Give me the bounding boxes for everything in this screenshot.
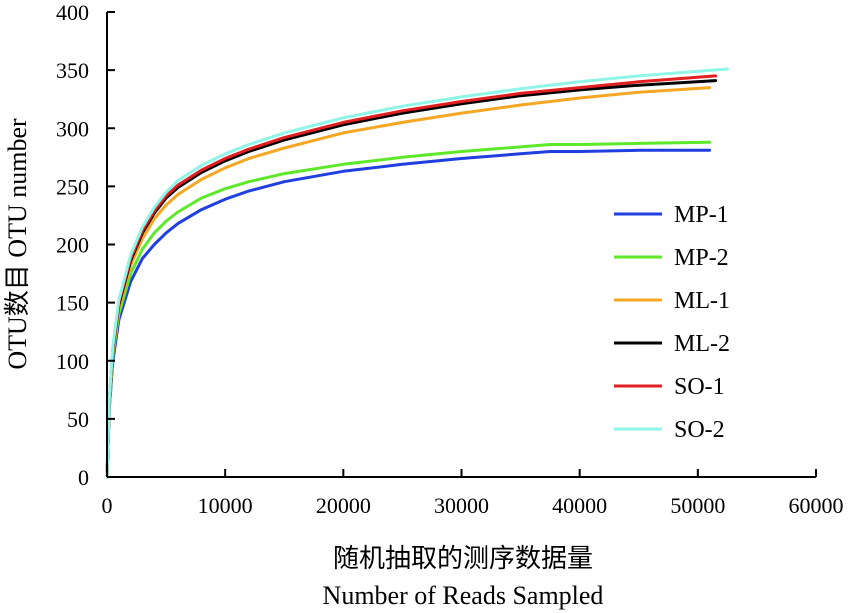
- series-line-so-1: [105, 74, 718, 479]
- x-tick-label: 40000: [552, 493, 607, 518]
- legend-label-mp-2: MP-2: [674, 245, 729, 271]
- y-tick-label: 400: [56, 0, 89, 25]
- legend-label-ml-1: ML-1: [674, 288, 730, 314]
- series-line-ml-1: [105, 86, 712, 479]
- legend-label-so-2: SO-2: [674, 417, 725, 443]
- ticks-layer: 0 50 100 150 200 250 300 350 400 0 10000 20000 30000…: [56, 0, 844, 518]
- y-tick-label: 300: [56, 116, 89, 141]
- x-tick-label: 60000: [789, 493, 844, 518]
- y-tick-label: 150: [56, 291, 89, 316]
- series-line-mp-1: [105, 148, 712, 479]
- y-tick-label: 0: [78, 465, 89, 490]
- y-tick-label: 350: [56, 58, 89, 83]
- y-tick-label: 100: [56, 349, 89, 374]
- legend-label-so-1: SO-1: [674, 374, 725, 400]
- y-tick-label: 200: [56, 233, 89, 258]
- x-axis-title-chinese: 随机抽取的测序数据量: [333, 544, 593, 573]
- x-axis-title: Number of Reads Sampled: [323, 581, 604, 610]
- legend-label-ml-2: ML-2: [674, 331, 730, 357]
- y-tick-label: 250: [56, 174, 89, 199]
- legend-label-mp-1: MP-1: [674, 202, 729, 228]
- x-tick-label: 30000: [434, 493, 489, 518]
- x-tick-label: 10000: [198, 493, 253, 518]
- series-line-ml-2: [105, 79, 718, 479]
- legend: MP-1 MP-2 ML-1 ML-2 SO-1 SO-2: [614, 202, 730, 443]
- x-tick-label: 0: [102, 493, 113, 518]
- y-tick-label: 50: [67, 407, 89, 432]
- series-line-mp-2: [105, 140, 712, 479]
- x-tick-label: 50000: [670, 493, 725, 518]
- x-tick-label: 20000: [316, 493, 371, 518]
- y-axis-title: OTU数目 OTU number: [3, 118, 32, 370]
- series-line-so-2: [105, 67, 729, 479]
- series-layer: [105, 67, 729, 479]
